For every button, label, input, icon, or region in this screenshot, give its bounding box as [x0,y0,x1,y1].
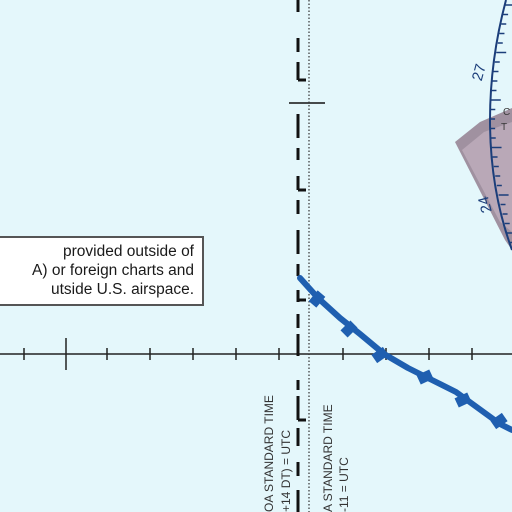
compass-fragment-2: T [501,122,508,133]
timezone-label-left-2: +14 DT) = UTC [279,429,293,512]
airspace-boundary-line [297,275,512,433]
longitude-dashed-line [289,0,325,512]
compass-fragment-1: C [503,107,511,118]
note-line-3: utside U.S. airspace. [50,281,194,298]
timezone-label-left-1: OA STANDARD TIME [262,395,276,512]
chart-note-box: provided outside of A) or foreign charts… [0,236,204,306]
latitude-line [0,338,512,370]
timezone-label-right-1: A STANDARD TIME [321,404,335,512]
boundary-notches [308,290,508,430]
note-line-2: A) or foreign charts and [32,262,194,279]
compass-rose [488,0,512,251]
timezone-label-right-2: -11 = UTC [337,457,351,512]
note-line-1: provided outside of [63,243,194,260]
